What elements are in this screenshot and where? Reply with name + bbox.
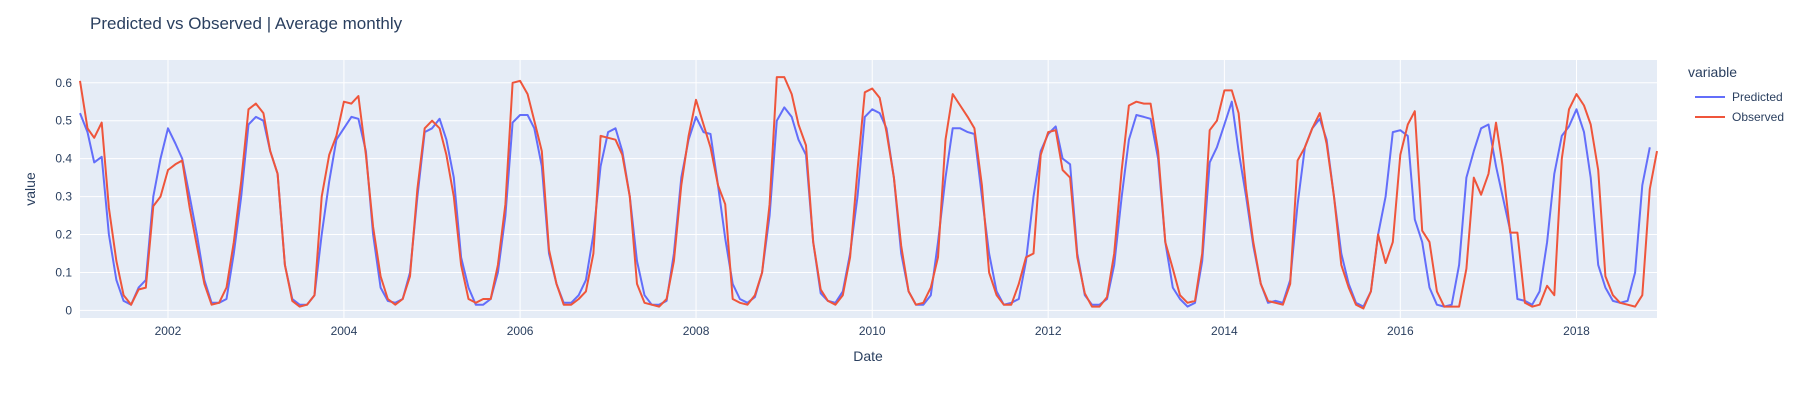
chart-title: Predicted vs Observed | Average monthly [90, 14, 403, 33]
y-tick-label: 0 [65, 303, 72, 317]
x-tick-label: 2006 [507, 324, 534, 338]
x-tick-label: 2012 [1035, 324, 1062, 338]
x-tick-label: 2014 [1211, 324, 1238, 338]
x-tick-label: 2016 [1387, 324, 1414, 338]
y-tick-label: 0.5 [55, 114, 72, 128]
x-axis-title: Date [853, 348, 883, 364]
x-tick-label: 2002 [155, 324, 182, 338]
series-lines [79, 76, 1658, 310]
legend-items: Predicted Observed [1695, 90, 1784, 124]
legend-item-predicted[interactable]: Predicted [1695, 90, 1783, 104]
series-line-predicted [79, 100, 1651, 308]
legend-item-observed[interactable]: Observed [1695, 110, 1784, 124]
y-axis-title: value [22, 172, 38, 206]
y-tick-label: 0.6 [55, 76, 72, 90]
x-tick-label: 2008 [683, 324, 710, 338]
x-tick-label: 2004 [331, 324, 358, 338]
x-tick-label: 2018 [1563, 324, 1590, 338]
x-tick-label: 2010 [859, 324, 886, 338]
x-axis-ticks: 2002 2004 2006 2008 2010 2012 2014 2016 2018 [155, 324, 1591, 338]
y-tick-label: 0.4 [55, 152, 72, 166]
y-tick-label: 0.1 [55, 265, 72, 279]
legend-label: Observed [1732, 110, 1784, 124]
y-axis-ticks: 0 0.1 0.2 0.3 0.4 0.5 0.6 [55, 76, 72, 318]
legend: variable Predicted Observed [1688, 64, 1784, 124]
y-tick-label: 0.2 [55, 228, 72, 242]
legend-title: variable [1688, 64, 1737, 80]
series-line-observed [79, 76, 1658, 310]
legend-label: Predicted [1732, 90, 1783, 104]
y-tick-label: 0.3 [55, 190, 72, 204]
